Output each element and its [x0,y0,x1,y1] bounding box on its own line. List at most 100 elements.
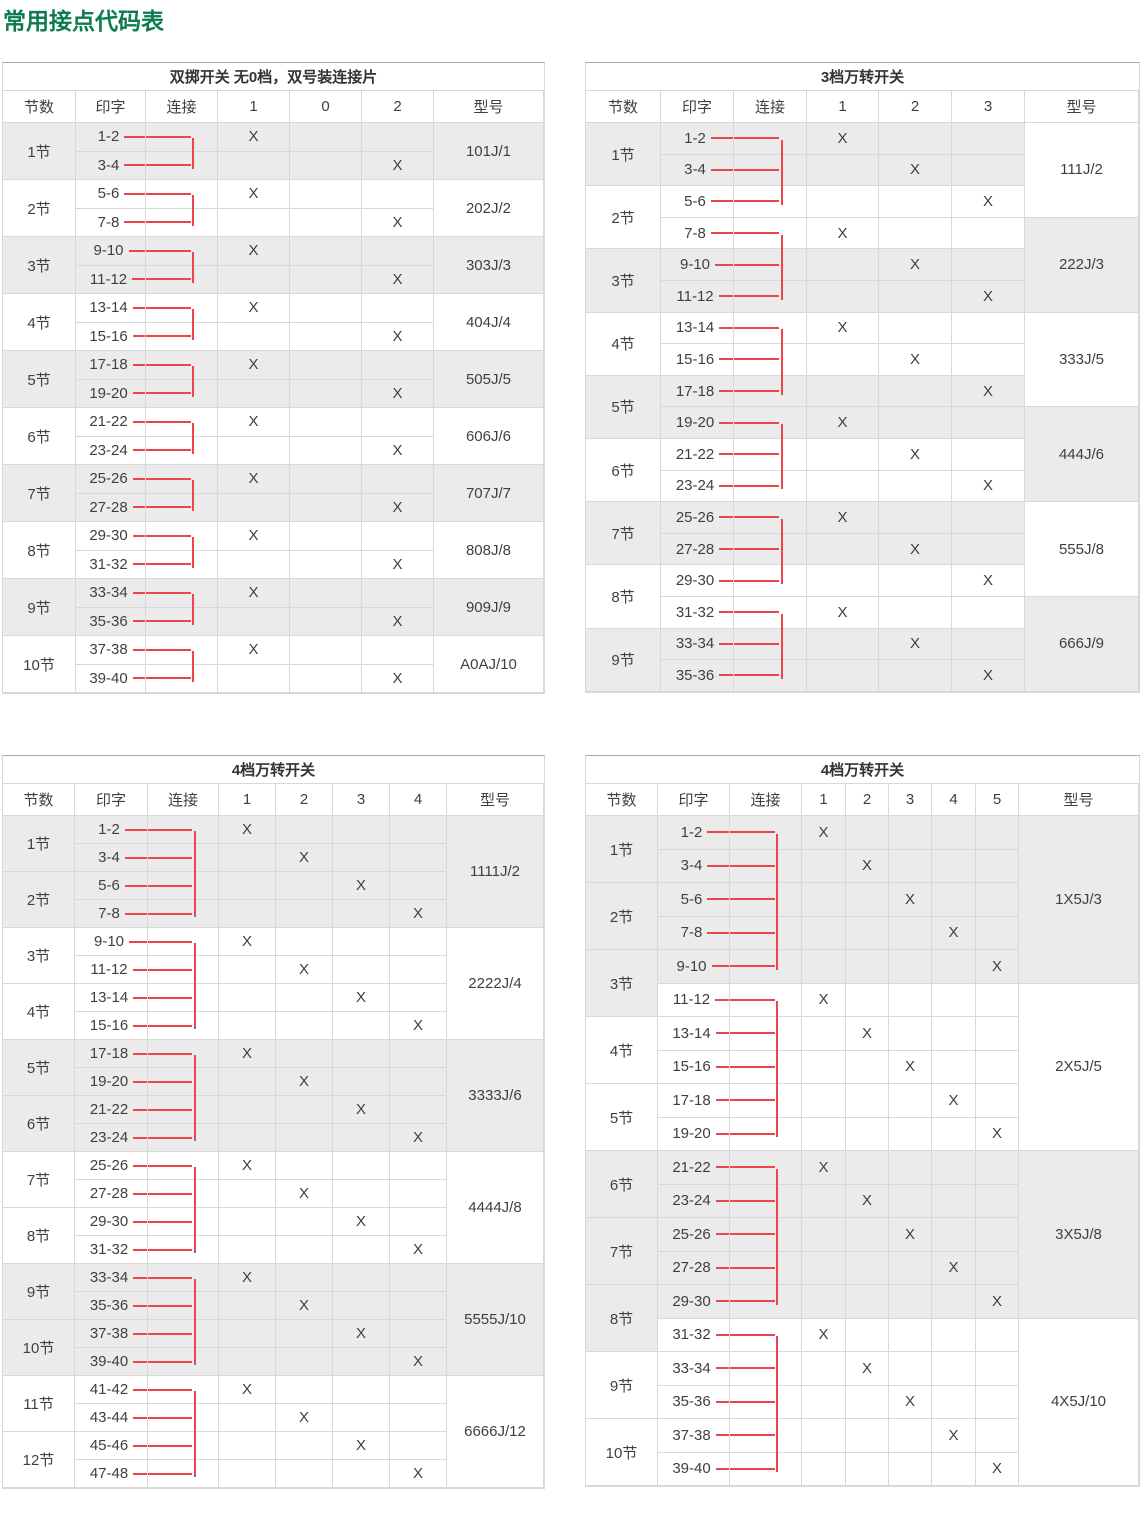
empty-position-cell [879,565,952,597]
connect-cell [148,1320,219,1348]
empty-position-cell [290,636,362,665]
model-number-cell: 3X5J/8 [1019,1151,1139,1319]
column-header: 1 [807,91,879,123]
empty-position-cell [879,596,952,629]
contact-mark-cell: X [802,1318,846,1352]
connector-line [715,998,729,1001]
contact-mark-cell: X [276,844,333,872]
print-code-label: 23-24 [672,1192,711,1210]
print-code-label: 31-32 [672,1326,711,1344]
empty-position-cell [333,900,390,928]
contact-mark-cell: X [976,950,1019,984]
print-code-cell: 15-16 [658,1050,730,1084]
connector-line [719,611,733,614]
contact-mark-cell: X [976,1117,1019,1151]
print-code-cell: 39-40 [76,664,146,693]
connector-bracket [780,518,783,585]
empty-position-cell [333,1292,390,1320]
column-header: 连接 [146,91,218,123]
column-header: 0 [290,91,362,123]
empty-position-cell [952,154,1025,187]
connector-line [715,1300,729,1303]
print-code-cell: 25-26 [76,465,146,494]
connector-line [148,828,193,831]
connector-bracket [192,480,195,511]
connector-line [129,940,147,943]
empty-position-cell [333,1068,390,1096]
empty-position-cell [290,294,362,323]
contact-mark-cell: X [802,816,846,850]
contact-mark-cell: X [362,265,434,294]
model-number-cell: 909J/9 [434,579,544,636]
connector-line [734,611,780,614]
empty-position-cell [390,1432,447,1460]
connector-line [146,221,191,224]
column-header: 型号 [434,91,544,123]
connector-line [146,620,191,623]
section-count-cell: 2节 [3,872,75,928]
empty-position-cell [976,1184,1019,1218]
empty-position-cell [218,379,290,408]
connect-cell [730,816,802,850]
connect-cell [148,1236,219,1264]
print-code-label: 39-40 [672,1460,711,1478]
print-code-cell: 21-22 [661,438,734,471]
print-code-cell: 23-24 [76,436,146,465]
table-slot-3: 4档万转开关 节数 印字 连接 1 2 3 4 型号 1节 2节 3节 4节 5节 6节 7节 8节 9节 10节 1… [2,755,545,1489]
print-code-label: 29-30 [672,1292,711,1310]
empty-position-cell [976,1218,1019,1252]
connector-bracket [193,943,196,1029]
empty-position-cell [889,816,932,850]
connector-line [715,1199,729,1202]
print-code-label: 17-18 [675,382,715,400]
empty-position-cell [333,816,390,844]
connector-line [707,898,729,901]
connector-line [124,884,147,887]
table-3: 4档万转开关 节数 印字 连接 1 2 3 4 型号 1节 2节 3节 4节 5节 6节 7节 8节 9节 10节 1… [2,755,545,1489]
print-code-cell: 19-20 [661,407,734,439]
connector-line [133,1248,147,1251]
print-code-label: 5-6 [680,890,703,908]
print-code-label: 27-28 [89,1185,129,1202]
connector-line [132,677,145,680]
print-code-cell: 35-36 [661,660,734,692]
contact-mark-cell: X [879,344,952,376]
contact-mark-cell: X [218,579,290,608]
connector-line [734,358,780,361]
column-header: 印字 [661,91,734,123]
contact-mark-cell: X [390,1124,447,1152]
print-code-label: 15-16 [89,1017,129,1034]
print-code-label: 7-8 [97,213,120,231]
connect-cell [146,493,218,522]
connector-line [146,591,191,594]
print-code-cell: 13-14 [658,1017,730,1051]
section-count-cell: 3节 [586,249,661,313]
connector-line [719,548,733,551]
contact-mark-cell: X [952,660,1025,692]
print-code-label: 15-16 [89,327,128,345]
connector-bracket [193,1055,196,1141]
connector-line [730,1099,775,1102]
empty-position-cell [362,294,434,323]
column-header: 3 [333,784,390,816]
connector-line [146,335,191,338]
section-count-cell: 1节 [3,816,75,872]
connect-cell [730,1050,802,1084]
contact-mark-cell: X [218,123,290,152]
print-code-label: 17-18 [89,356,128,374]
connector-line [148,996,193,999]
empty-position-cell [932,1385,976,1419]
print-code-label: 19-20 [675,414,715,432]
contact-mark-cell: X [889,1050,932,1084]
contact-mark-cell: X [846,1017,889,1051]
empty-position-cell [362,522,434,551]
connect-cell [146,579,218,608]
print-code-cell: 21-22 [75,1096,148,1124]
connector-line [719,390,733,393]
connector-bracket [192,537,195,568]
model-number-cell: 606J/6 [434,408,544,465]
empty-position-cell [889,983,932,1017]
empty-position-cell [290,522,362,551]
column-header: 1 [802,784,846,816]
contact-mark-cell: X [362,208,434,237]
